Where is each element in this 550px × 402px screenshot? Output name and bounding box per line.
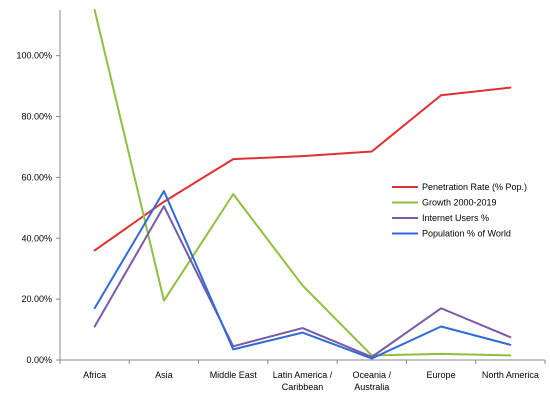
x-tick-label: Africa [83,370,106,380]
x-tick-label-line: Caribbean [282,382,324,392]
x-tick-label: Latin America / Caribbean [273,370,333,392]
x-tick-label-line: Oceania / [353,370,392,380]
x-tick-label: Oceania / Australia [353,370,392,392]
series-line-2 [93,9,512,357]
x-tick-label-line: Latin America / [273,370,333,380]
legend-label: Internet Users % [422,213,489,223]
x-tick-label-line: North America [482,370,539,380]
series-line-3 [93,205,512,358]
x-tick-label-line: Australia [354,382,389,392]
y-tick-label: 80.00% [21,112,52,122]
y-tick-label: 40.00% [21,233,52,243]
legend-label: Population % of World [422,229,511,239]
chart-legend: Penetration Rate (% Pop.) Growth 2000-201… [392,182,527,239]
x-tick-label-line: Asia [155,370,173,380]
x-tick-label: Europe [427,370,456,380]
y-tick-label: 0.00% [26,355,52,365]
legend-label: Penetration Rate (% Pop.) [422,182,527,192]
x-tick-label-line: Africa [83,370,106,380]
x-axis-ticks: Africa Asia Middle East Latin America / Cari… [59,360,546,392]
y-tick-label: 20.00% [21,294,52,304]
y-tick-label: 100.00% [16,51,52,61]
series-line-1 [93,86,512,252]
y-tick-label: 60.00% [21,172,52,182]
chart-axes [59,10,545,361]
x-tick-label: Middle East [210,370,258,380]
y-axis-ticks: 0.00% 20.00% 40.00% 60.00% 80.00% 100.00% [16,51,60,365]
series-line-4 [93,190,512,360]
x-tick-label-line: Middle East [210,370,258,380]
x-tick-label: North America [482,370,539,380]
legend-label: Growth 2000-2019 [422,198,497,208]
x-tick-label-line: Europe [427,370,456,380]
x-tick-label: Asia [155,370,173,380]
chart-series [93,9,512,360]
